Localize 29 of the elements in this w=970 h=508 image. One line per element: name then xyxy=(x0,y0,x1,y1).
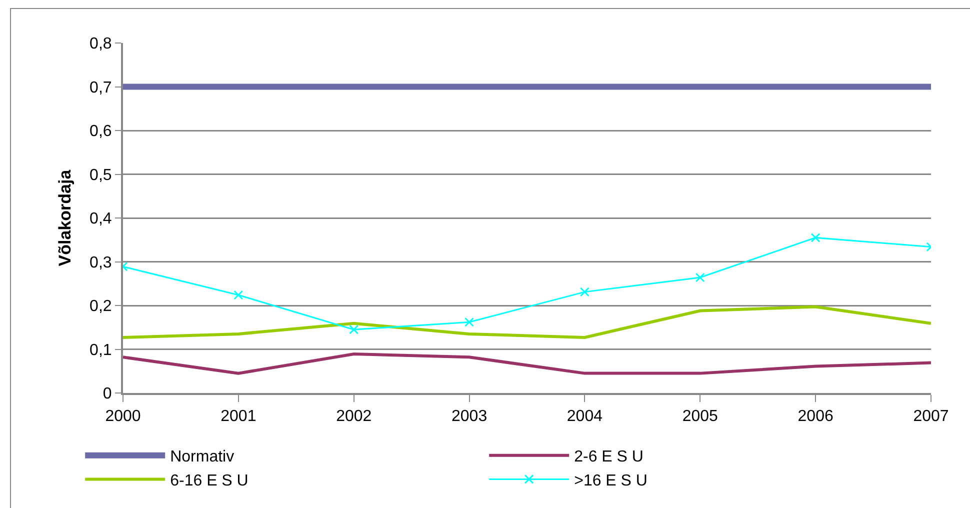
line-series xyxy=(123,352,931,375)
y-tick-label: 0,1 xyxy=(90,342,112,359)
legend-label: >16 E S U xyxy=(574,472,648,490)
y-tick-label: 0,2 xyxy=(90,298,112,316)
y-tick-label: 0,7 xyxy=(90,79,112,96)
point xyxy=(810,232,820,242)
y-axis-title: Võlakordaja xyxy=(56,169,75,266)
y-tick-label: 0,6 xyxy=(90,123,112,140)
point xyxy=(234,290,244,300)
x-tick-label: 2000 xyxy=(105,408,141,426)
y-tick-label: 0,3 xyxy=(90,254,112,272)
x-tick-label: 2006 xyxy=(798,408,834,426)
y-tick-label: 0,4 xyxy=(90,210,112,228)
legend-label: 2-6 E S U xyxy=(574,448,644,466)
point xyxy=(349,324,359,334)
legend-label: Normativ xyxy=(170,448,234,466)
y-tick-label: 0,8 xyxy=(90,36,112,53)
x-tick-label: 2003 xyxy=(451,408,488,426)
y-tick-label: 0 xyxy=(102,386,112,403)
x-tick-label: 2001 xyxy=(220,408,256,426)
x-tick-label: 2004 xyxy=(566,408,603,426)
point xyxy=(464,317,474,327)
legend-label: 6-16 E S U xyxy=(170,472,248,490)
point xyxy=(695,272,705,282)
x-tick-label: 2005 xyxy=(682,408,718,426)
y-tick-label: 0,5 xyxy=(90,166,112,184)
x-tick-label: 2002 xyxy=(336,408,372,426)
point xyxy=(580,287,590,297)
x-tick-label: 2007 xyxy=(913,408,949,426)
